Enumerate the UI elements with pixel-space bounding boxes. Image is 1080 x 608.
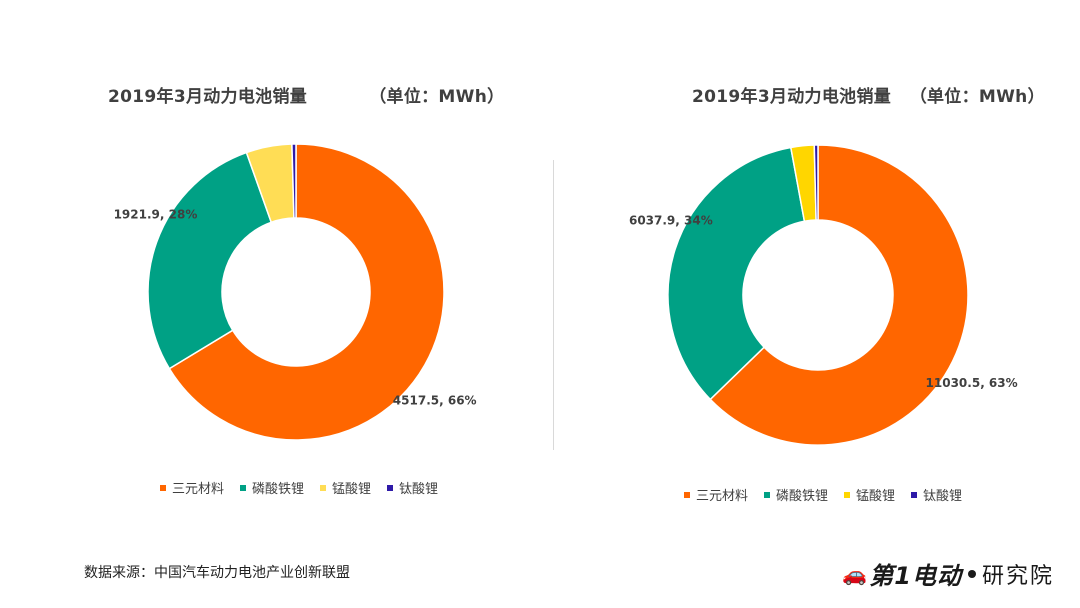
chart-title-left: 2019年3月动力电池销量 （单位：MWh）	[108, 87, 505, 107]
legend-label: 三元材料	[696, 489, 749, 504]
legend-swatch	[844, 491, 851, 498]
data-source: 数据来源：中国汽车动力电池产业创新联盟	[84, 565, 350, 581]
logo-dot-icon	[967, 569, 976, 578]
donut-chart-left: 4517.5, 66% 1921.9, 28%	[114, 143, 477, 441]
legend-label: 钛酸锂	[399, 482, 439, 497]
legend-swatch	[684, 491, 690, 498]
legend-swatch	[320, 484, 327, 491]
brand-logo: 🚗 第1电动 研究院	[842, 556, 1054, 591]
slice-left-1	[147, 151, 273, 370]
legend-item-2: 锰酸锂	[320, 478, 371, 497]
legend-item-0: 三元材料	[684, 485, 748, 504]
slice-left-3	[291, 143, 297, 219]
chart-title-right: 2019年3月动力电池销量 （单位：MWh）	[692, 87, 1045, 107]
slice-right-3	[813, 144, 819, 221]
donut-chart-right: 11030.5, 63% 6037.9, 34%	[629, 144, 1018, 446]
legend-item-1: 磷酸铁锂	[240, 478, 304, 497]
slice-right-1	[667, 146, 806, 401]
legend-swatch	[911, 491, 918, 498]
data-label-left-0: 4517.5, 66%	[393, 394, 477, 408]
data-label-right-1: 6037.9, 34%	[629, 214, 713, 228]
legend-left: 三元材料 磷酸铁锂 锰酸锂 钛酸锂	[160, 478, 454, 497]
legend-item-2: 锰酸锂	[844, 485, 895, 504]
divider	[553, 160, 554, 450]
slice-right-0	[709, 144, 969, 446]
legend-item-3: 钛酸锂	[387, 478, 438, 497]
slice-left-0	[168, 143, 445, 441]
logo-sub-text: 研究院	[981, 563, 1054, 589]
legend-item-0: 三元材料	[160, 478, 224, 497]
legend-label: 锰酸锂	[856, 489, 896, 504]
logo-main-text: 第1电动	[869, 562, 962, 590]
car-icon: 🚗	[842, 561, 868, 586]
legend-label: 锰酸锂	[332, 482, 372, 497]
legend-label: 磷酸铁锂	[776, 489, 829, 504]
legend-item-1: 磷酸铁锂	[764, 485, 828, 504]
legend-item-3: 钛酸锂	[911, 485, 962, 504]
legend-label: 三元材料	[172, 482, 225, 497]
data-label-right-0: 11030.5, 63%	[926, 376, 1018, 390]
legend-label: 钛酸锂	[923, 489, 963, 504]
legend-right: 三元材料 磷酸铁锂 锰酸锂 钛酸锂	[684, 485, 978, 504]
legend-swatch	[240, 484, 247, 491]
data-label-left-1: 1921.9, 28%	[114, 208, 198, 222]
legend-swatch	[160, 484, 166, 491]
legend-swatch	[387, 484, 394, 491]
legend-label: 磷酸铁锂	[252, 482, 305, 497]
legend-swatch	[764, 491, 771, 498]
